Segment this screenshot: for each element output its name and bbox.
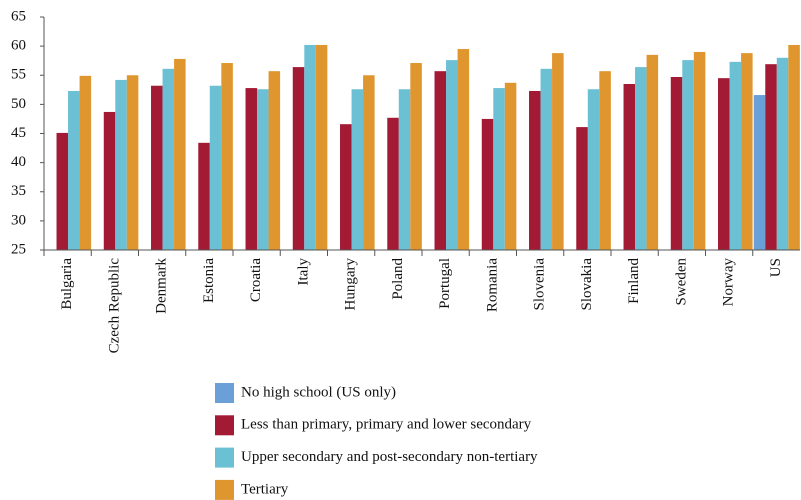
- legend-label: Upper secondary and post-secondary non-t…: [241, 449, 538, 465]
- x-tick-label: Czech Republic: [106, 258, 122, 354]
- bar: [257, 89, 269, 250]
- bar: [623, 83, 636, 250]
- y-tick-label: 45: [11, 125, 26, 141]
- bar: [363, 75, 375, 250]
- bar: [693, 51, 706, 251]
- bar: [162, 68, 175, 250]
- legend-label: No high school (US only): [241, 384, 396, 400]
- y-tick-label: 30: [11, 212, 26, 228]
- bar: [410, 63, 422, 250]
- x-tick-label: US: [768, 258, 784, 277]
- bar: [788, 44, 800, 251]
- legend-swatch: [215, 479, 234, 500]
- y-tick-label: 25: [11, 241, 26, 257]
- bar: [753, 95, 766, 251]
- x-tick-label: Croatia: [248, 258, 264, 302]
- x-tick-label: Hungary: [343, 258, 359, 311]
- legend-swatch: [215, 415, 234, 436]
- y-tick-label: 60: [11, 38, 26, 54]
- bar: [398, 89, 411, 250]
- bar: [126, 75, 139, 250]
- bar: [434, 71, 447, 250]
- bar: [292, 67, 305, 250]
- bar: [718, 78, 730, 250]
- legend-swatch: [215, 383, 234, 403]
- bar: [340, 124, 352, 250]
- bar: [68, 90, 80, 250]
- y-tick-label: 35: [11, 183, 26, 199]
- bar: [540, 68, 553, 250]
- bar: [729, 61, 742, 250]
- bar: [351, 89, 364, 250]
- x-tick-label: Romania: [484, 258, 500, 312]
- bar: [115, 79, 127, 250]
- bar: [599, 71, 611, 250]
- bar: [209, 85, 222, 250]
- bar: [552, 53, 564, 250]
- bar: [103, 111, 116, 250]
- legend-swatch: [215, 447, 234, 468]
- bar: [268, 71, 281, 250]
- bar: [682, 60, 694, 251]
- bar: [635, 67, 647, 250]
- bar: [576, 127, 588, 250]
- x-tick-label: Portugal: [437, 258, 453, 309]
- bar: [587, 89, 600, 250]
- bar: [79, 75, 92, 251]
- x-tick-label: Estonia: [201, 258, 217, 303]
- x-tick-label: Finland: [626, 258, 642, 304]
- y-tick-label: 40: [11, 154, 26, 170]
- bar: [221, 63, 233, 250]
- bar: [765, 64, 777, 251]
- bar: [776, 57, 789, 251]
- bar: [198, 142, 210, 250]
- bar: [151, 85, 163, 250]
- bar: [56, 132, 69, 250]
- y-tick-label: 65: [11, 8, 26, 24]
- bar: [504, 82, 517, 250]
- bar: [529, 90, 541, 250]
- bar: [493, 88, 505, 250]
- legend-label: Less than primary, primary and lower sec…: [241, 417, 532, 433]
- x-tick-label: Italy: [295, 258, 311, 286]
- x-tick-label: Poland: [390, 258, 406, 300]
- bar: [741, 53, 753, 250]
- bar: [481, 118, 494, 250]
- x-tick-label: Denmark: [154, 258, 170, 314]
- bar: [457, 49, 470, 250]
- x-tick-label: Sweden: [673, 258, 689, 306]
- bar: [446, 60, 458, 251]
- bar: [315, 44, 328, 251]
- x-tick-label: Slovenia: [532, 258, 548, 311]
- y-tick-label: 55: [11, 67, 26, 83]
- x-tick-label: Slovakia: [579, 258, 595, 311]
- bar: [304, 44, 316, 251]
- bar: [245, 88, 258, 250]
- y-tick-label: 50: [11, 96, 26, 112]
- bar: [174, 58, 186, 250]
- legend-label: Tertiary: [241, 481, 289, 497]
- bar: [387, 117, 399, 251]
- bar: [646, 54, 659, 250]
- x-tick-label: Norway: [721, 258, 737, 307]
- x-tick-label: Bulgaria: [59, 258, 75, 310]
- bar: [670, 76, 683, 250]
